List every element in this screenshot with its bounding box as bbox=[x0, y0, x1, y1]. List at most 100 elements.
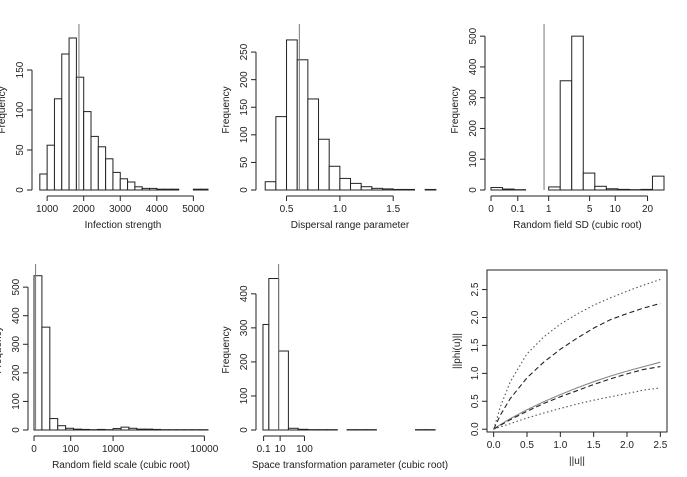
histogram-bar bbox=[61, 53, 70, 191]
histogram-bar bbox=[382, 188, 394, 191]
x-tick-label: 1.5 bbox=[587, 440, 601, 451]
histogram-bar bbox=[156, 188, 165, 191]
histogram-bar bbox=[80, 428, 90, 431]
y-tick-label: 300 bbox=[468, 89, 479, 106]
histogram-bar bbox=[287, 427, 299, 431]
histogram-bar bbox=[392, 188, 405, 191]
histogram-bar bbox=[149, 187, 158, 191]
histogram-bar bbox=[264, 181, 277, 191]
series-line-dotted bbox=[493, 387, 661, 430]
x-tick-label: 5000 bbox=[182, 204, 205, 215]
y-tick-label: 200 bbox=[239, 71, 250, 88]
y-tick-label: 0 bbox=[15, 187, 26, 193]
x-axis-label: Random field scale (cubic root) bbox=[52, 460, 190, 471]
y-tick-label: 500 bbox=[11, 278, 22, 295]
x-tick-label: 2000 bbox=[73, 204, 96, 215]
histogram-bar bbox=[192, 188, 202, 191]
histogram-bar bbox=[46, 144, 55, 191]
histogram-bar bbox=[640, 188, 653, 191]
y-tick-label: 150 bbox=[15, 61, 26, 78]
histogram-bar bbox=[424, 188, 437, 191]
panel-dispersal-range: 0.5 1.0 1.5 Dispersal range parameter 0 50 100… bbox=[221, 24, 437, 231]
y-axis-label: Frequency bbox=[0, 326, 4, 373]
y-tick-label: 100 bbox=[468, 150, 479, 167]
y-tick-label: 500 bbox=[468, 27, 479, 44]
x-tick-label: 1000 bbox=[102, 444, 125, 455]
histogram-bar bbox=[136, 428, 146, 431]
y-tick-label: 200 bbox=[11, 364, 22, 381]
y-tick-label: 100 bbox=[239, 126, 250, 143]
y-tick-label: 1.5 bbox=[470, 338, 481, 352]
histogram-bar bbox=[163, 188, 172, 191]
histogram-bar bbox=[144, 428, 154, 431]
x-tick-label: 0.0 bbox=[487, 440, 501, 451]
y-axis-label: Frequency bbox=[0, 86, 8, 133]
histogram-bar bbox=[502, 188, 515, 191]
panel-infection-strength: 1000 2000 3000 4000 5000 Infection strength 0 5… bbox=[0, 24, 209, 231]
x-axis-label: ||u|| bbox=[569, 456, 585, 467]
plot-box bbox=[486, 269, 668, 433]
series-line-dashed bbox=[493, 366, 661, 430]
y-tick-label: 150 bbox=[239, 98, 250, 115]
histogram-bar bbox=[141, 187, 151, 191]
y-axis-label: Frequency bbox=[221, 86, 232, 133]
x-tick-label: 0.5 bbox=[280, 204, 294, 215]
histogram-bar bbox=[296, 59, 309, 191]
y-tick-label: 2.5 bbox=[470, 282, 481, 296]
y-tick-label: 0.5 bbox=[470, 394, 481, 408]
x-axis-label: Space transformation parameter (cubic ro… bbox=[252, 460, 448, 471]
x-tick-label: 1.5 bbox=[386, 204, 400, 215]
y-tick-label: 400 bbox=[468, 58, 479, 75]
histogram-bar bbox=[120, 426, 130, 431]
histogram-bar bbox=[73, 428, 82, 431]
histogram-bar bbox=[39, 173, 48, 191]
histogram-bar bbox=[75, 76, 85, 191]
series-line-solid bbox=[493, 361, 661, 430]
histogram-bar bbox=[152, 428, 162, 431]
histogram-bar bbox=[360, 186, 373, 191]
histogram-bar bbox=[318, 138, 330, 191]
histogram-bar bbox=[594, 185, 607, 191]
series-line-dashed bbox=[493, 302, 661, 430]
histogram-bar bbox=[548, 186, 561, 191]
x-tick-label: 10000 bbox=[190, 444, 218, 455]
histogram-bar bbox=[41, 326, 51, 431]
histogram-bar bbox=[278, 350, 289, 431]
x-tick-label: 0.1 bbox=[257, 444, 271, 455]
y-tick-label: 100 bbox=[239, 387, 250, 404]
y-tick-label: 0 bbox=[239, 187, 250, 193]
y-tick-label: 200 bbox=[468, 120, 479, 137]
histogram-bar bbox=[119, 178, 129, 191]
y-tick-label: 50 bbox=[15, 144, 26, 156]
histogram-bar bbox=[297, 428, 309, 431]
y-tick-label: 300 bbox=[11, 336, 22, 353]
histogram-bar bbox=[57, 425, 67, 431]
y-axis-label: ||phi(u)|| bbox=[452, 333, 463, 369]
panel-phi-curves: 0.0 0.5 1.0 1.5 2.0 2.5 ||u|| 0.0 0.5 1.0 1.5 2.0 2.… bbox=[452, 269, 668, 467]
y-tick-label: 250 bbox=[239, 43, 250, 60]
y-tick-label: 300 bbox=[239, 319, 250, 336]
x-tick-label: 0.1 bbox=[511, 204, 525, 215]
x-axis-label: Dispersal range parameter bbox=[291, 220, 410, 231]
histogram-bar bbox=[90, 135, 99, 191]
x-tick-label: 2.0 bbox=[620, 440, 634, 451]
histogram-bar bbox=[53, 98, 63, 191]
histogram-bar bbox=[605, 188, 619, 191]
histogram-bar bbox=[617, 188, 630, 191]
y-tick-label: 100 bbox=[15, 101, 26, 118]
x-tick-label: 1.0 bbox=[553, 440, 567, 451]
histogram-bar bbox=[200, 188, 209, 191]
y-tick-label: 2.0 bbox=[470, 310, 481, 324]
histogram-bar bbox=[651, 175, 665, 191]
y-tick-label: 200 bbox=[239, 353, 250, 370]
histogram-bar bbox=[582, 172, 596, 191]
histogram-bar bbox=[339, 177, 352, 191]
series-line-dotted bbox=[493, 278, 661, 430]
y-tick-label: 1.0 bbox=[470, 366, 481, 380]
x-tick-label: 4000 bbox=[146, 204, 169, 215]
y-tick-label: 0.0 bbox=[470, 422, 481, 436]
histogram-bar bbox=[262, 323, 270, 431]
